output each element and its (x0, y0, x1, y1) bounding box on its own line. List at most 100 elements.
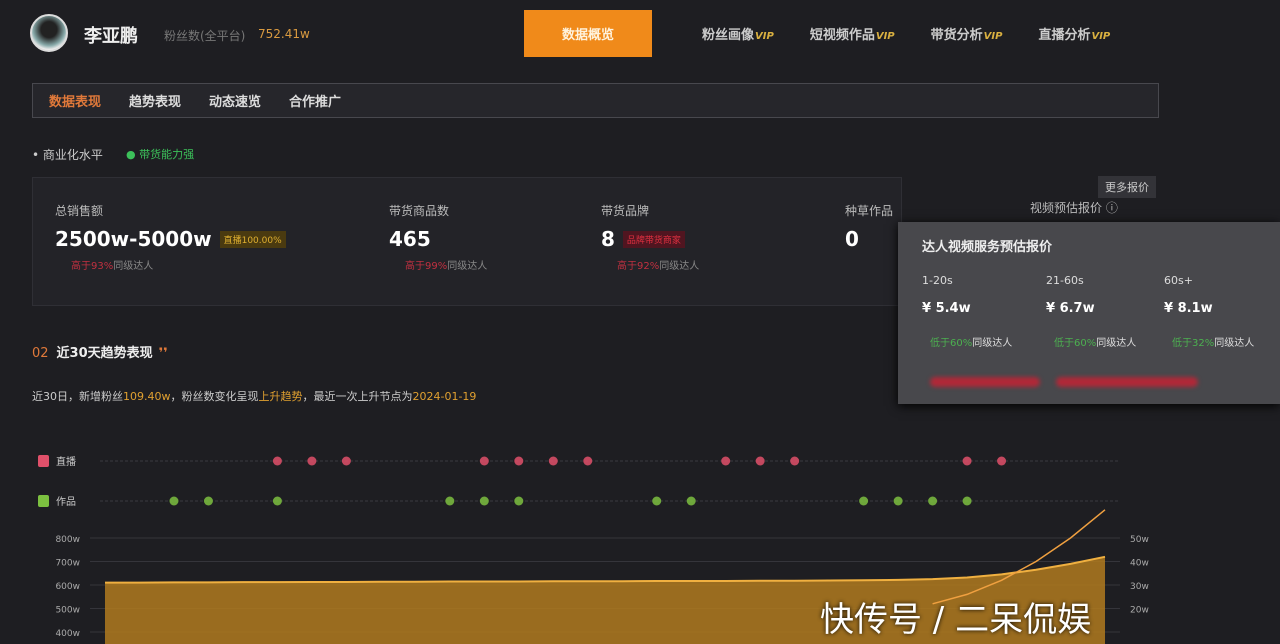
compare: 低于32%同级达人 (1172, 338, 1255, 349)
event-dot (307, 456, 317, 466)
stat-compare: 高于92%同级达人 (617, 261, 700, 272)
right-axis-tick: 40w (1130, 559, 1149, 569)
popover-title: 达人视频服务预估报价 (922, 240, 1053, 255)
event-dot (479, 456, 489, 466)
compare: 低于60%同级达人 (930, 338, 1013, 349)
help-icon[interactable]: ⓘ (1105, 201, 1118, 215)
more-quotes-button[interactable]: 更多报价 (1098, 176, 1156, 198)
event-dot (790, 456, 800, 466)
left-axis-tick: 400w (55, 629, 80, 639)
left-axis-tick: 600w (55, 582, 80, 592)
video-quote-label[interactable]: 视频预估报价 ⓘ (1030, 201, 1118, 215)
tab-label: 短视频作品 (809, 28, 875, 43)
blurred-bar (1056, 377, 1198, 387)
event-dot (479, 496, 489, 506)
fans-total-area (105, 556, 1105, 644)
stat-seeding-works: 种草作品 0 (845, 202, 893, 251)
stat-compare: 高于99%同级达人 (405, 261, 488, 272)
stats-card: 总销售额 2500w-5000w 直播100.00% 高于93%同级达人 带货商品… (32, 177, 902, 306)
top-nav: 数据概览 粉丝画像VIP 短视频作品VIP 带货分析VIP 直播分析VIP (524, 10, 1146, 57)
event-row-label: 直播 (56, 455, 76, 468)
event-dot (755, 456, 765, 466)
stat-tag: 直播100.00% (219, 230, 286, 248)
event-dot (514, 456, 524, 466)
tab-label: 数据概览 (561, 28, 614, 43)
fire-icon: ❜❜ (158, 346, 168, 361)
right-axis-tick: 30w (1130, 582, 1149, 592)
compare: 低于60%同级达人 (1054, 338, 1137, 349)
stat-tag: 品牌带货商家 (622, 230, 685, 248)
event-row-label: 作品 (56, 496, 76, 508)
vip-badge: VIP (1091, 31, 1111, 42)
event-dot (928, 496, 938, 506)
vip-badge: VIP (983, 31, 1003, 42)
vip-badge: VIP (875, 31, 895, 42)
fans-new-line (932, 509, 1106, 605)
subtab-trend[interactable]: 趋势表现 (129, 95, 182, 110)
quote-column: 1-20s ¥ 5.4w 低于60%同级达人 (922, 274, 1012, 349)
event-dot (272, 456, 282, 466)
tab-short-video[interactable]: 短视频作品VIP (810, 24, 895, 43)
event-dot (169, 496, 179, 506)
event-dot (721, 456, 731, 466)
event-dot (514, 496, 524, 506)
stat-label: 带货品牌 (601, 204, 650, 218)
stat-value: 0 (845, 227, 859, 251)
stat-label: 总销售额 (55, 204, 104, 218)
stat-value: 8 (601, 227, 615, 251)
event-dot (445, 496, 455, 506)
left-axis-tick: 700w (55, 559, 80, 569)
duration: 60s+ (1164, 274, 1193, 287)
event-dot (997, 456, 1007, 466)
sub-nav: 数据表现 趋势表现 动态速览 合作推广 (32, 83, 1159, 118)
tab-data-overview[interactable]: 数据概览 (524, 10, 652, 57)
event-dot (893, 496, 903, 506)
tab-label: 直播分析 (1038, 28, 1091, 43)
creator-name: 李亚鹏 (84, 26, 138, 47)
stat-brands: 带货品牌 8 品牌带货商家 高于92%同级达人 (601, 202, 699, 272)
duration: 1-20s (922, 274, 953, 287)
stat-value: 2500w-5000w (55, 227, 212, 251)
subtab-data-performance[interactable]: 数据表现 (49, 95, 102, 110)
vip-badge: VIP (755, 31, 774, 42)
avatar[interactable] (30, 14, 68, 52)
commercial-level-label: • 商业化水平 (32, 148, 103, 162)
quote-column: 21-60s ¥ 6.7w 低于60%同级达人 (1046, 274, 1136, 349)
watermark: 快传号 / 二呆侃娱 (820, 600, 1092, 640)
tab-sales-analysis[interactable]: 带货分析VIP (931, 24, 1003, 43)
stat-value: 465 (389, 227, 431, 251)
event-dot (962, 496, 972, 506)
subtab-cooperation[interactable]: 合作推广 (289, 95, 342, 110)
stat-label: 带货商品数 (389, 204, 450, 218)
event-dot (686, 496, 696, 506)
quote-popover: 达人视频服务预估报价 1-20s ¥ 5.4w 低于60%同级达人 21-60s… (898, 222, 1280, 404)
stat-compare: 高于93%同级达人 (71, 261, 154, 272)
trend-description: 近30日，新增粉丝109.40w，粉丝数变化呈现上升趋势，最近一次上升节点为20… (32, 390, 477, 403)
stat-total-sales: 总销售额 2500w-5000w 直播100.00% 高于93%同级达人 (55, 202, 286, 272)
event-row-icon (38, 455, 49, 467)
tab-live-analysis[interactable]: 直播分析VIP (1038, 24, 1110, 43)
tab-label: 粉丝画像 (702, 28, 755, 43)
tab-label: 带货分析 (930, 28, 983, 43)
subtab-dynamics[interactable]: 动态速览 (209, 95, 262, 110)
price: ¥ 8.1w (1164, 301, 1213, 316)
tab-fan-profile[interactable]: 粉丝画像VIP (702, 24, 774, 43)
duration: 21-60s (1046, 274, 1084, 287)
event-dot (859, 496, 869, 506)
event-dot (272, 496, 282, 506)
section-title: 02 近30天趋势表现 ❜❜ (32, 346, 168, 361)
event-dot (203, 496, 213, 506)
fans-value: 752.41w (258, 27, 310, 41)
fans-total-line (105, 555, 1106, 584)
stat-label: 种草作品 (845, 204, 894, 218)
right-axis-tick: 50w (1130, 535, 1149, 545)
badge-text: 带货能力强 (139, 148, 195, 161)
stat-product-count: 带货商品数 465 高于99%同级达人 (389, 202, 487, 272)
label: 商业化水平 (42, 148, 103, 162)
price: ¥ 6.7w (1046, 301, 1095, 316)
price: ¥ 5.4w (922, 301, 971, 316)
event-dot (652, 496, 662, 506)
quote-column: 60s+ ¥ 8.1w 低于32%同级达人 (1164, 274, 1254, 349)
blurred-bar (930, 377, 1040, 387)
